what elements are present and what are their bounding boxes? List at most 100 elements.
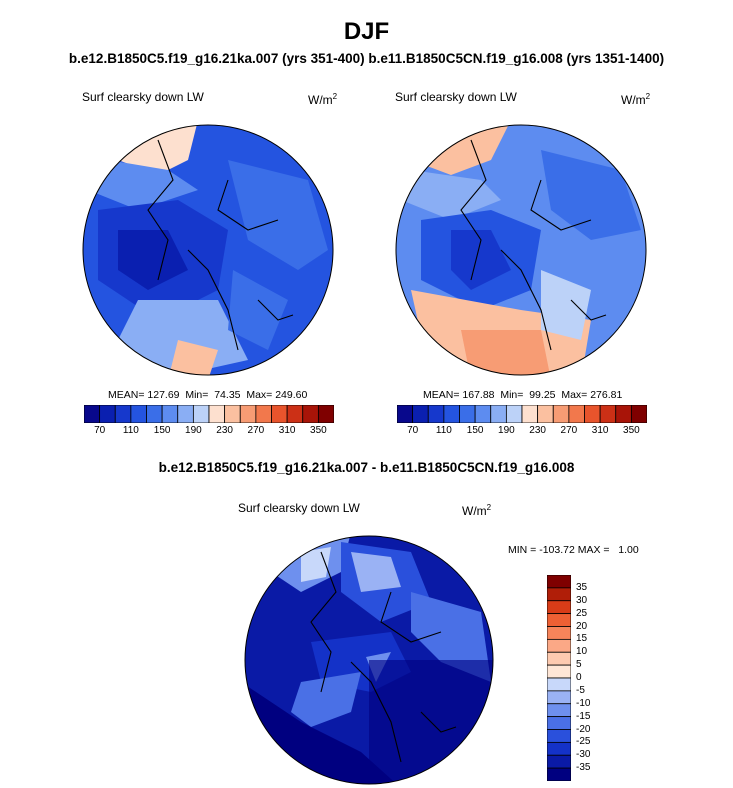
diff-map-border	[244, 535, 494, 785]
colorbar-tick-label: -20	[576, 723, 591, 735]
left-panel-stats: MEAN= 127.69 Min= 74.35 Max= 249.60	[108, 389, 308, 401]
colorbar-tick-label: -15	[576, 710, 591, 722]
colorbar-swatch	[302, 405, 319, 423]
colorbar-swatch	[547, 638, 571, 653]
colorbar-tick-label: 310	[591, 425, 609, 436]
right-map-border	[395, 124, 647, 376]
colorbar-swatch	[547, 664, 571, 679]
right-map-warm-core	[461, 330, 551, 375]
colorbar-tick-label: 270	[560, 425, 578, 436]
colorbar-swatch	[599, 405, 617, 423]
colorbar-tick-label: 30	[576, 594, 588, 606]
colorbar-tick-label: 0	[576, 672, 582, 683]
colorbar-swatch	[547, 613, 571, 627]
right-panel-units: W/m2	[621, 92, 651, 107]
left-map-region	[228, 160, 328, 270]
colorbar-tick-label: 70	[94, 425, 106, 436]
colorbar-tick-label: 310	[278, 425, 296, 436]
colorbar-tick-label: 350	[310, 425, 327, 436]
colorbar-swatch	[443, 405, 460, 423]
colorbar-swatch	[547, 677, 571, 692]
right-panel-map	[395, 124, 647, 376]
left-map-warm-south	[168, 340, 218, 375]
figure-title: DJF	[343, 18, 390, 45]
left-panel-label: Surf clearsky down LW	[82, 90, 204, 104]
colorbar-swatch	[630, 405, 647, 423]
right-colorbar-ticks: 70 110 150 190 230 270 310 350	[397, 425, 647, 439]
diff-colorbar-ticks: 35 30 25 20 15 10 5 0 -5 -10 -15 -20 -25 -30 -35	[573, 575, 613, 781]
colorbar-tick-label: 15	[576, 633, 588, 645]
diff-map-region	[291, 672, 361, 727]
left-colorbar	[84, 405, 334, 423]
colorbar-tick-label: -5	[576, 684, 585, 696]
colorbar-tick-label: 25	[576, 607, 588, 619]
colorbar-tick-label: 110	[122, 425, 139, 436]
colorbar-swatch	[521, 405, 539, 423]
colorbar-swatch	[547, 741, 571, 756]
diff-map-region	[351, 552, 401, 592]
left-map-region	[228, 270, 288, 350]
colorbar-swatch	[474, 405, 492, 423]
colorbar-swatch	[547, 651, 571, 666]
colorbar-tick-label: 270	[247, 425, 265, 436]
left-panel-map	[82, 124, 334, 376]
right-panel-label: Surf clearsky down LW	[395, 90, 517, 104]
colorbar-tick-label: 150	[153, 425, 171, 436]
colorbar-tick-label: 10	[576, 646, 588, 658]
colorbar-swatch	[208, 405, 226, 423]
colorbar-swatch	[427, 405, 445, 423]
diff-map-coastlines	[310, 551, 457, 763]
figure-subtitle: b.e12.B1850C5.f19_g16.21ka.007 (yrs 351-…	[68, 51, 665, 66]
colorbar-tick-label: 150	[466, 425, 484, 436]
colorbar-swatch	[271, 405, 288, 423]
colorbar-swatch	[397, 405, 414, 423]
colorbar-tick-label: -25	[576, 736, 591, 748]
left-map-region	[118, 300, 248, 375]
left-colorbar-ticks: 70 110 150 190 230 270 310 350	[84, 425, 334, 439]
colorbar-swatch	[177, 405, 194, 423]
left-panel-units: W/m2	[308, 92, 338, 107]
colorbar-swatch	[547, 626, 571, 640]
left-map-region	[118, 230, 188, 290]
colorbar-tick-label: -30	[576, 749, 591, 761]
colorbar-swatch	[239, 405, 257, 423]
colorbar-swatch	[547, 600, 571, 615]
colorbar-swatch	[161, 405, 179, 423]
colorbar-swatch	[99, 405, 116, 423]
colorbar-swatch	[552, 405, 570, 423]
right-panel-stats: MEAN= 167.88 Min= 99.25 Max= 276.81	[423, 389, 623, 401]
colorbar-swatch	[114, 405, 132, 423]
right-colorbar	[397, 405, 647, 423]
colorbar-tick-label: -10	[576, 697, 591, 709]
colorbar-tick-label: 5	[576, 659, 582, 671]
colorbar-swatch	[547, 767, 571, 781]
colorbar-swatch	[547, 575, 571, 589]
colorbar-swatch	[412, 405, 429, 423]
colorbar-swatch	[547, 587, 571, 602]
colorbar-swatch	[615, 405, 632, 423]
colorbar-swatch	[317, 405, 334, 423]
colorbar-tick-label: 230	[529, 425, 546, 436]
diff-panel-stats: MIN = -103.72 MAX = 1.00	[508, 544, 639, 556]
colorbar-tick-label: 190	[498, 425, 515, 436]
left-map-border	[82, 124, 334, 376]
left-map-coastlines	[147, 139, 294, 351]
colorbar-swatch	[84, 405, 101, 423]
colorbar-swatch	[537, 405, 554, 423]
colorbar-swatch	[547, 703, 571, 718]
colorbar-swatch	[568, 405, 585, 423]
colorbar-swatch	[459, 405, 476, 423]
right-map-region	[541, 270, 591, 340]
diff-map-region	[301, 547, 331, 582]
colorbar-swatch	[505, 405, 523, 423]
colorbar-tick-label: 70	[407, 425, 419, 436]
right-map-region	[451, 230, 511, 290]
colorbar-tick-label: 190	[185, 425, 202, 436]
colorbar-swatch	[547, 754, 571, 769]
colorbar-swatch	[547, 729, 571, 743]
colorbar-swatch	[224, 405, 241, 423]
colorbar-swatch	[130, 405, 147, 423]
colorbar-swatch	[286, 405, 304, 423]
colorbar-swatch	[490, 405, 507, 423]
colorbar-tick-label: 230	[216, 425, 233, 436]
